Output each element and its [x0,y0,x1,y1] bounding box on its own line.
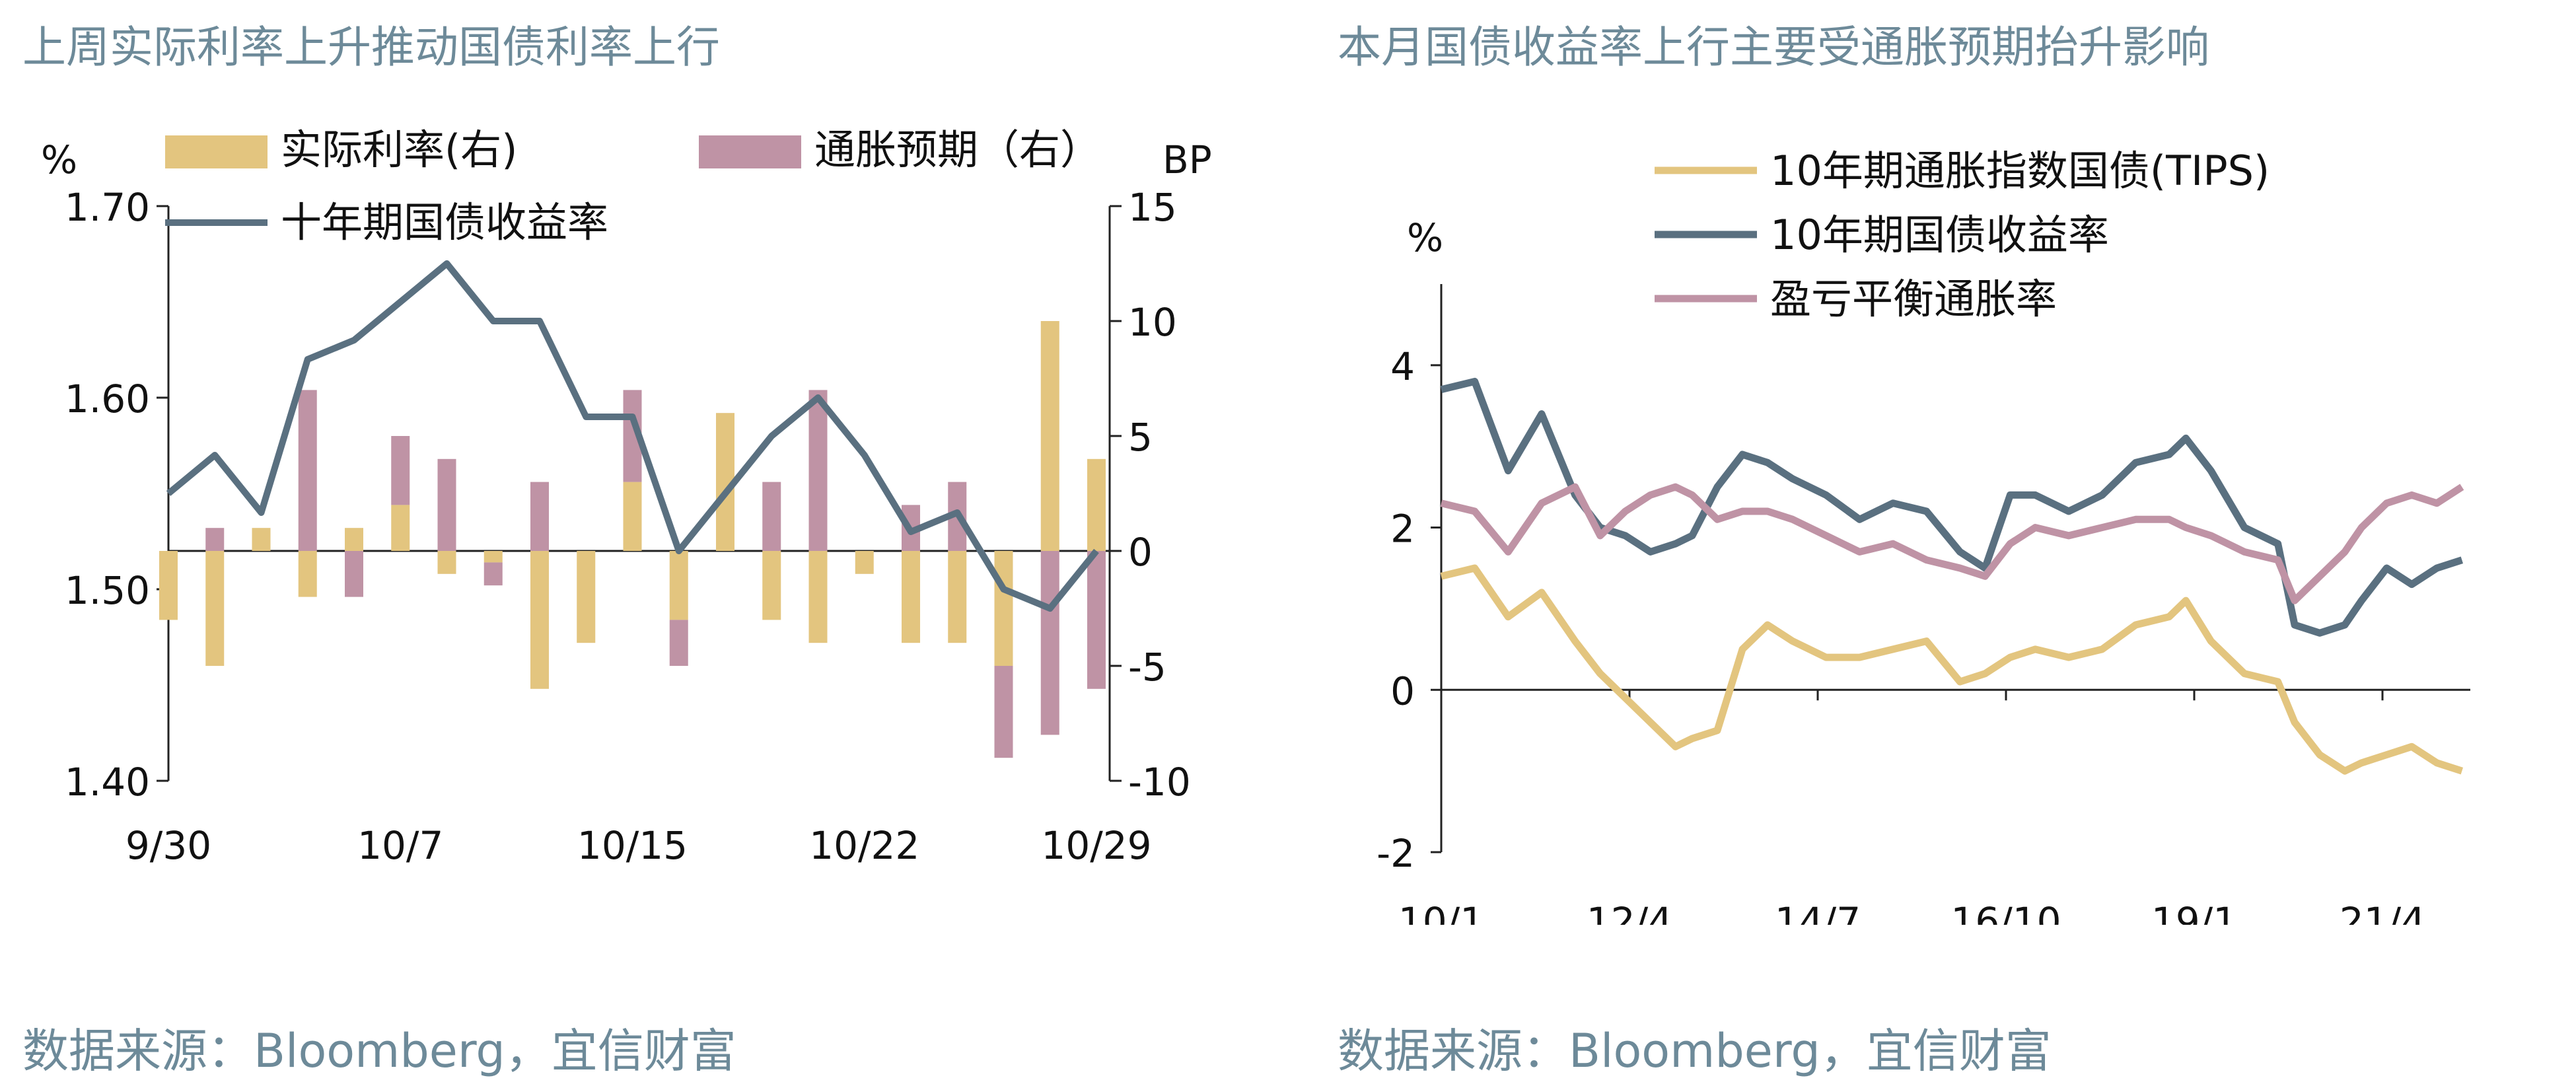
y-tick-label: 2 [1390,507,1415,552]
real-rate-bar [437,551,456,574]
real-rate-bar [669,551,688,620]
y-tick-label: 0 [1390,669,1415,713]
right-tick-label: 15 [1128,185,1177,230]
x-tick-label: 10/22 [809,823,919,868]
real-rate-bar [483,551,503,563]
x-tick-label: 21/4 [2340,899,2425,925]
right-tick-label: -10 [1128,760,1191,805]
x-tick-label: 10/15 [577,823,688,868]
ten-year-yield-line [1440,377,2464,637]
legend-label-inflation-expectation: 通胀预期（右） [814,126,1101,174]
right-source-note: 数据来源：Bloomberg，宜信财富 [1338,1024,2052,1078]
inflation-expectation-bar [669,620,688,666]
real-rate-bar [948,551,967,643]
right-tick-label: 0 [1128,530,1153,575]
real-rate-bar [391,505,410,551]
x-tick-label: 14/7 [1775,899,1861,925]
right-tick-label: -5 [1128,645,1166,690]
real-rate-bar [252,528,271,551]
real-rate-bar [530,551,549,689]
real-rate-bar [577,551,596,643]
real-rate-bar [808,551,828,643]
left-tick-label: 1.50 [65,568,150,613]
real-rate-bar [762,551,781,620]
real-rate-bar [159,551,178,620]
real-rate-bar [623,482,642,551]
legend-swatch-real-rate [165,135,268,168]
y-tick-label: 4 [1390,344,1415,389]
tips-line [1440,564,2464,775]
legend-label-breakeven-inflation: 盈亏平衡通胀率 [1770,275,2057,323]
left-tick-label: 1.60 [65,377,150,421]
inflation-expectation-bar [1040,551,1059,735]
x-tick-label: 9/30 [125,823,211,868]
inflation-expectation-bar [205,528,225,551]
inflation-expectation-bar [298,390,317,551]
x-tick-label: 12/4 [1587,899,1672,925]
legend-label-real-rate: 实际利率(右) [281,126,517,174]
x-tick-label: 19/1 [2151,899,2237,925]
real-rate-bar [345,528,363,551]
inflation-expectation-bar [483,562,503,586]
x-tick-label: 16/10 [1950,899,2061,925]
x-tick-label: 10/29 [1041,823,1151,868]
x-tick-label: 10/1 [1398,899,1484,925]
right-axis-unit: BP [1163,137,1212,182]
left-chart-title: 上周实际利率上升推动国债利率上行 [22,22,720,73]
y-axis-unit: % [1407,215,1443,260]
real-rate-bar [1040,321,1059,551]
inflation-expectation-bar [437,458,456,551]
right-chart-title: 本月国债收益率上行主要受通胀预期抬升影响 [1338,22,2209,73]
ten-year-yield-line [166,260,1099,612]
x-tick-label: 10/7 [357,823,443,868]
real-rate-bar [1087,458,1106,551]
right-chart: -2 0 2 4% 10/1 12/4 14/7 16/10 19/1 21/4 10年期通胀指数国… [1377,147,2470,925]
real-rate-bar [298,551,317,597]
legend-swatch-inflation-expectation [699,135,801,168]
inflation-expectation-bar [1087,551,1106,689]
inflation-expectation-bar [391,436,410,505]
left-tick-label: 1.70 [65,185,150,230]
left-chart: 1.40 1.50 1.60 1.70 -10 -5 0 5 10 15% BP 9/30 10/7 10… [41,126,1212,868]
left-axis-unit: % [41,137,77,182]
legend-label-tips: 10年期通胀指数国债(TIPS) [1770,147,2270,195]
legend-label-ten-year-yield: 10年期国债收益率 [1770,211,2109,259]
left-source-note: 数据来源：Bloomberg，宜信财富 [22,1024,736,1078]
real-rate-bar [205,551,225,666]
inflation-expectation-bar [808,390,828,551]
inflation-expectation-bar [994,666,1013,758]
y-tick-label: -2 [1377,831,1415,876]
inflation-expectation-bar [762,482,781,551]
real-rate-bar [902,551,920,643]
breakeven-inflation-line [1440,483,2464,604]
left-tick-label: 1.40 [65,760,150,805]
real-rate-bar [855,551,874,574]
inflation-expectation-bar [530,482,549,551]
right-tick-label: 10 [1128,300,1177,345]
legend-label-ten-year-yield: 十年期国债收益率 [281,198,608,246]
inflation-expectation-bar [345,551,363,597]
real-rate-bar [994,551,1013,666]
right-tick-label: 5 [1128,415,1153,460]
